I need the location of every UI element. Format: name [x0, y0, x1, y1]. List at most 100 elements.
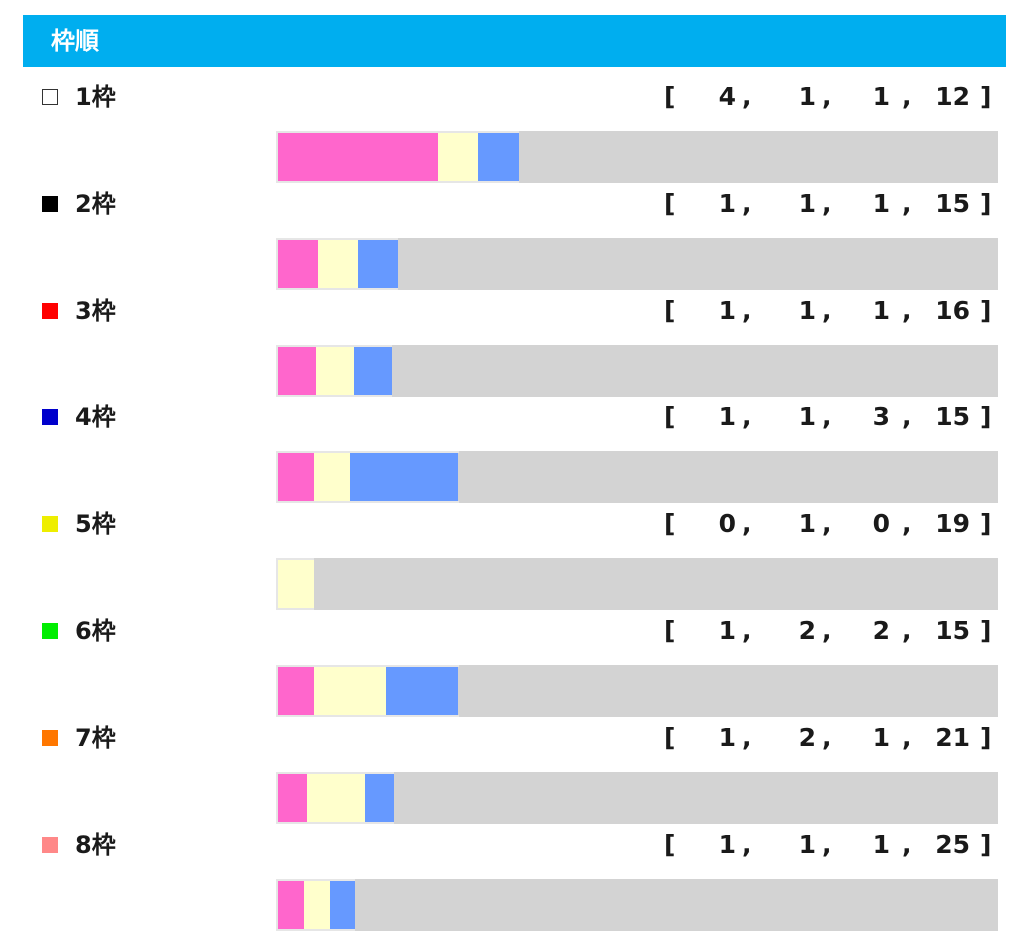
record-separator: ,: [822, 189, 832, 218]
second-place-segment: [303, 881, 330, 929]
record-third-count: 0: [872, 509, 890, 538]
record-separator: ,: [822, 616, 832, 645]
record-first-count: 1: [718, 402, 736, 431]
first-place-segment: [278, 240, 319, 288]
record-other-count: 12: [935, 82, 970, 111]
frame-color-swatch: [42, 623, 58, 639]
third-place-segment: [358, 240, 399, 288]
record-second-count: 2: [798, 616, 816, 645]
frame-label: 2枠: [75, 190, 116, 218]
record-second-count: 2: [798, 723, 816, 752]
third-place-segment: [386, 667, 459, 715]
record-separator: ,: [822, 723, 832, 752]
frame-label: 8枠: [75, 831, 116, 859]
record-first-count: 4: [718, 82, 736, 111]
third-place-segment: [478, 133, 519, 181]
section-title: 枠順: [51, 27, 99, 55]
frame-color-swatch: [42, 837, 58, 853]
record-second-count: 1: [798, 509, 816, 538]
record-close-bracket: ]: [980, 296, 992, 325]
frame-label: 1枠: [75, 83, 116, 111]
record-close-bracket: ]: [980, 189, 992, 218]
record-close-bracket: ]: [980, 723, 992, 752]
record-separator: ,: [902, 189, 912, 218]
record-separator: ,: [902, 830, 912, 859]
record-separator: ,: [902, 82, 912, 111]
record-separator: ,: [742, 723, 752, 752]
record-first-count: 0: [718, 509, 736, 538]
record-third-count: 1: [872, 830, 890, 859]
frame-label: 3枠: [75, 297, 116, 325]
record-separator: ,: [822, 82, 832, 111]
record-separator: ,: [902, 509, 912, 538]
first-place-segment: [278, 133, 439, 181]
result-bar-fill: [276, 879, 356, 931]
second-place-segment: [316, 347, 354, 395]
frame-row: 6枠[1, 2, 2, 15]: [0, 611, 1024, 717]
result-bar-track: [276, 665, 998, 717]
record-separator: ,: [742, 189, 752, 218]
second-place-segment: [438, 133, 479, 181]
third-place-segment: [364, 774, 394, 822]
record-other-count: 15: [935, 189, 970, 218]
frame-color-swatch: [42, 196, 58, 212]
record-separator: ,: [742, 402, 752, 431]
frame-row: 8枠[1, 1, 1, 25]: [0, 825, 1024, 931]
result-bar-track: [276, 879, 998, 931]
record-second-count: 1: [798, 296, 816, 325]
record-first-count: 1: [718, 830, 736, 859]
record-second-count: 1: [798, 82, 816, 111]
first-place-segment: [278, 667, 315, 715]
frame-label: 5枠: [75, 510, 116, 538]
record-separator: ,: [822, 402, 832, 431]
frame-row: 7枠[1, 2, 1, 21]: [0, 718, 1024, 824]
frame-row: 4枠[1, 1, 3, 15]: [0, 397, 1024, 503]
record-second-count: 1: [798, 189, 816, 218]
first-place-segment: [278, 881, 304, 929]
record-third-count: 1: [872, 82, 890, 111]
frame-row: 5枠[0, 1, 0, 19]: [0, 504, 1024, 610]
frame-row: 2枠[1, 1, 1, 15]: [0, 184, 1024, 290]
record-other-count: 25: [935, 830, 970, 859]
result-bar-track: [276, 558, 998, 610]
record-separator: ,: [742, 830, 752, 859]
record-separator: ,: [742, 616, 752, 645]
result-bar-fill: [276, 772, 394, 824]
record-first-count: 1: [718, 616, 736, 645]
first-place-segment: [278, 453, 315, 501]
result-bar-fill: [276, 558, 315, 610]
third-place-segment: [329, 881, 356, 929]
frame-color-swatch: [42, 89, 58, 105]
record-close-bracket: ]: [980, 402, 992, 431]
record-close-bracket: ]: [980, 616, 992, 645]
result-bar-track: [276, 238, 998, 290]
record-open-bracket: [: [664, 830, 676, 859]
record-separator: ,: [742, 82, 752, 111]
record-separator: ,: [902, 402, 912, 431]
record-open-bracket: [: [664, 402, 676, 431]
record-open-bracket: [: [664, 189, 676, 218]
record-other-count: 15: [935, 402, 970, 431]
result-bar-fill: [276, 345, 392, 397]
record-third-count: 1: [872, 189, 890, 218]
frame-label: 6枠: [75, 617, 116, 645]
record-close-bracket: ]: [980, 830, 992, 859]
record-separator: ,: [822, 509, 832, 538]
section-header: 枠順: [23, 15, 1006, 67]
result-bar-fill: [276, 238, 399, 290]
record-third-count: 1: [872, 723, 890, 752]
frame-color-swatch: [42, 730, 58, 746]
second-place-segment: [278, 560, 315, 608]
record-other-count: 16: [935, 296, 970, 325]
frame-row: 3枠[1, 1, 1, 16]: [0, 291, 1024, 397]
record-separator: ,: [742, 296, 752, 325]
record-other-count: 19: [935, 509, 970, 538]
record-open-bracket: [: [664, 82, 676, 111]
record-open-bracket: [: [664, 616, 676, 645]
record-first-count: 1: [718, 723, 736, 752]
result-bar-track: [276, 345, 998, 397]
second-place-segment: [314, 667, 387, 715]
record-separator: ,: [902, 723, 912, 752]
third-place-segment: [350, 453, 459, 501]
record-first-count: 1: [718, 296, 736, 325]
